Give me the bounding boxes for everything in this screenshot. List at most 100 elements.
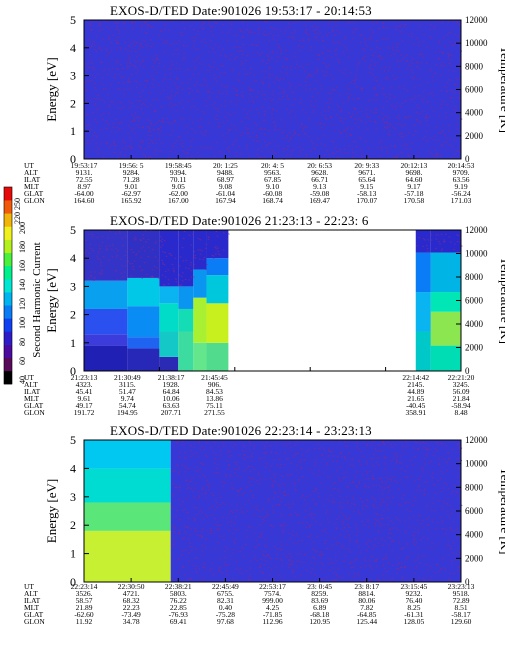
orbit-row-label: GLON	[24, 196, 45, 205]
orbit-row-label: GLON	[24, 617, 45, 626]
y-tick-label: 5	[70, 433, 76, 447]
y-tick-label: 5	[70, 223, 76, 237]
orbit-value: 207.71	[161, 408, 182, 417]
orbit-value: 165.92	[121, 196, 142, 205]
orbit-value: 44.89	[407, 387, 424, 396]
orbit-value: 9232.	[405, 589, 422, 598]
orbit-value: -76.93	[169, 610, 189, 619]
colorbar-segment	[4, 370, 12, 385]
orbit-value: 8.51	[454, 603, 467, 612]
y-tick-label: 3	[70, 490, 76, 504]
orbit-value: 22:14:42	[402, 373, 429, 382]
colorbar-segment	[4, 305, 12, 319]
y2-tick-label: 10000	[465, 249, 488, 259]
colorbar-tick-label: 40	[18, 376, 27, 384]
orbit-value: -62.00	[169, 189, 189, 198]
orbit-value: 19:56: 5	[119, 161, 144, 170]
orbit-value: 23: 0:45	[307, 582, 332, 591]
orbit-value: 83.69	[311, 596, 328, 605]
spectrogram-band-p2-s3-b2	[178, 286, 194, 309]
orbit-value: 6.89	[313, 603, 326, 612]
orbit-value: 21.65	[407, 394, 424, 403]
orbit-value: -58.17	[451, 610, 471, 619]
speckle-texture	[178, 230, 195, 287]
y2-tick-label: 6000	[465, 506, 484, 516]
orbit-value: 64.84	[163, 387, 180, 396]
speckle-texture	[193, 237, 208, 271]
orbit-value: 5803.	[170, 589, 187, 598]
panel-3-title: EXOS-D/TED Date:901026 22:23:14 - 23:23:…	[110, 423, 372, 438]
y2-axis-label: Temperature [K]	[498, 468, 505, 555]
y-tick-label: 4	[70, 41, 76, 55]
orbit-value: 8.97	[77, 182, 90, 191]
orbit-value: 9488.	[217, 168, 234, 177]
orbit-value: 21:30:49	[114, 373, 141, 382]
spectrogram-band-p2-s5-b4	[206, 230, 229, 259]
speckle-texture	[171, 439, 463, 583]
colorbar-segment	[4, 331, 12, 345]
spectrogram-band-p2-s7-b3	[430, 252, 461, 293]
spectrogram-band-p3-s0-b1	[84, 502, 171, 531]
colorbar-segment	[4, 213, 12, 227]
spectrogram-band-p3-s0-b3	[84, 440, 171, 469]
spectrogram-band-p2-s3-b0	[178, 331, 194, 371]
orbit-value: 112.96	[262, 617, 283, 626]
spectrogram-band-p2-s7-b2	[430, 292, 461, 312]
orbit-value: 9628.	[311, 168, 328, 177]
colorbar-frame	[3, 186, 13, 385]
spectrogram-band-p2-s1-b4	[127, 230, 160, 278]
orbit-row-label: ALT	[24, 589, 38, 598]
y-axis-label: Energy [eV]	[44, 479, 59, 543]
orbit-value: 9.17	[407, 182, 420, 191]
orbit-value: 21.84	[453, 394, 470, 403]
y2-tick-label: 8000	[465, 482, 484, 492]
orbit-value: 58.57	[76, 596, 93, 605]
orbit-row-label: ALT	[24, 168, 38, 177]
colorbar-tick-label: 60	[18, 357, 27, 365]
panel-1-title: EXOS-D/TED Date:901026 19:53:17 - 20:14:…	[110, 3, 372, 18]
orbit-value: 999.00	[262, 596, 283, 605]
colorbar-tick-label: 80	[18, 338, 27, 346]
spectrogram-band-p2-s0-b1	[84, 334, 128, 346]
colorbar-segment	[4, 226, 12, 240]
colorbar-segment	[4, 200, 12, 214]
y2-tick-label: 4000	[465, 530, 484, 540]
orbit-value: 8.25	[407, 603, 420, 612]
orbit-value: 22.85	[170, 603, 187, 612]
spectrogram-band-p2-s5-b1	[206, 303, 229, 343]
orbit-value: 22:45:49	[212, 582, 239, 591]
orbit-value: 9.19	[454, 182, 467, 191]
spectrogram-band-p3-s0-b0	[84, 530, 171, 582]
y-tick-label: 1	[70, 124, 76, 138]
orbit-value: 7574.	[264, 589, 281, 598]
orbit-value: 69.41	[170, 617, 187, 626]
y2-tick-label: 6000	[465, 296, 484, 306]
orbit-value: 63.56	[453, 175, 470, 184]
orbit-value: 22:53:17	[259, 582, 286, 591]
y-tick-label: 5	[70, 13, 76, 27]
orbit-row-label: MLT	[24, 182, 40, 191]
orbit-value: 82.31	[217, 596, 234, 605]
orbit-value: -59.08	[310, 189, 330, 198]
orbit-value: 170.58	[404, 196, 425, 205]
y-tick-label: 2	[70, 308, 76, 322]
spectrogram-band-p2-s6-b2	[415, 252, 431, 293]
orbit-value: 9.74	[121, 394, 134, 403]
orbit-value: 128.05	[404, 617, 425, 626]
y-tick-label: 1	[70, 336, 76, 350]
y2-axis-label: Temperature [K]	[498, 46, 505, 133]
speckle-texture	[84, 229, 129, 282]
orbit-value: 67.85	[264, 175, 281, 184]
orbit-value: 20: 6:53	[307, 161, 332, 170]
orbit-value: 9671.	[358, 168, 375, 177]
spectrogram-band-p2-s7-b0	[430, 345, 461, 371]
orbit-value: 20: 9:33	[354, 161, 379, 170]
spectrogram-band-p2-s7-b4	[430, 230, 461, 253]
orbit-value: 22:23:14	[71, 582, 98, 591]
orbit-value: 9394.	[170, 168, 187, 177]
orbit-value: -64.00	[74, 189, 94, 198]
orbit-value: 906.	[208, 380, 221, 389]
y-tick-label: 0	[70, 152, 76, 166]
orbit-value: -61.31	[404, 610, 424, 619]
colorbar-tick-label: 180	[18, 241, 27, 253]
